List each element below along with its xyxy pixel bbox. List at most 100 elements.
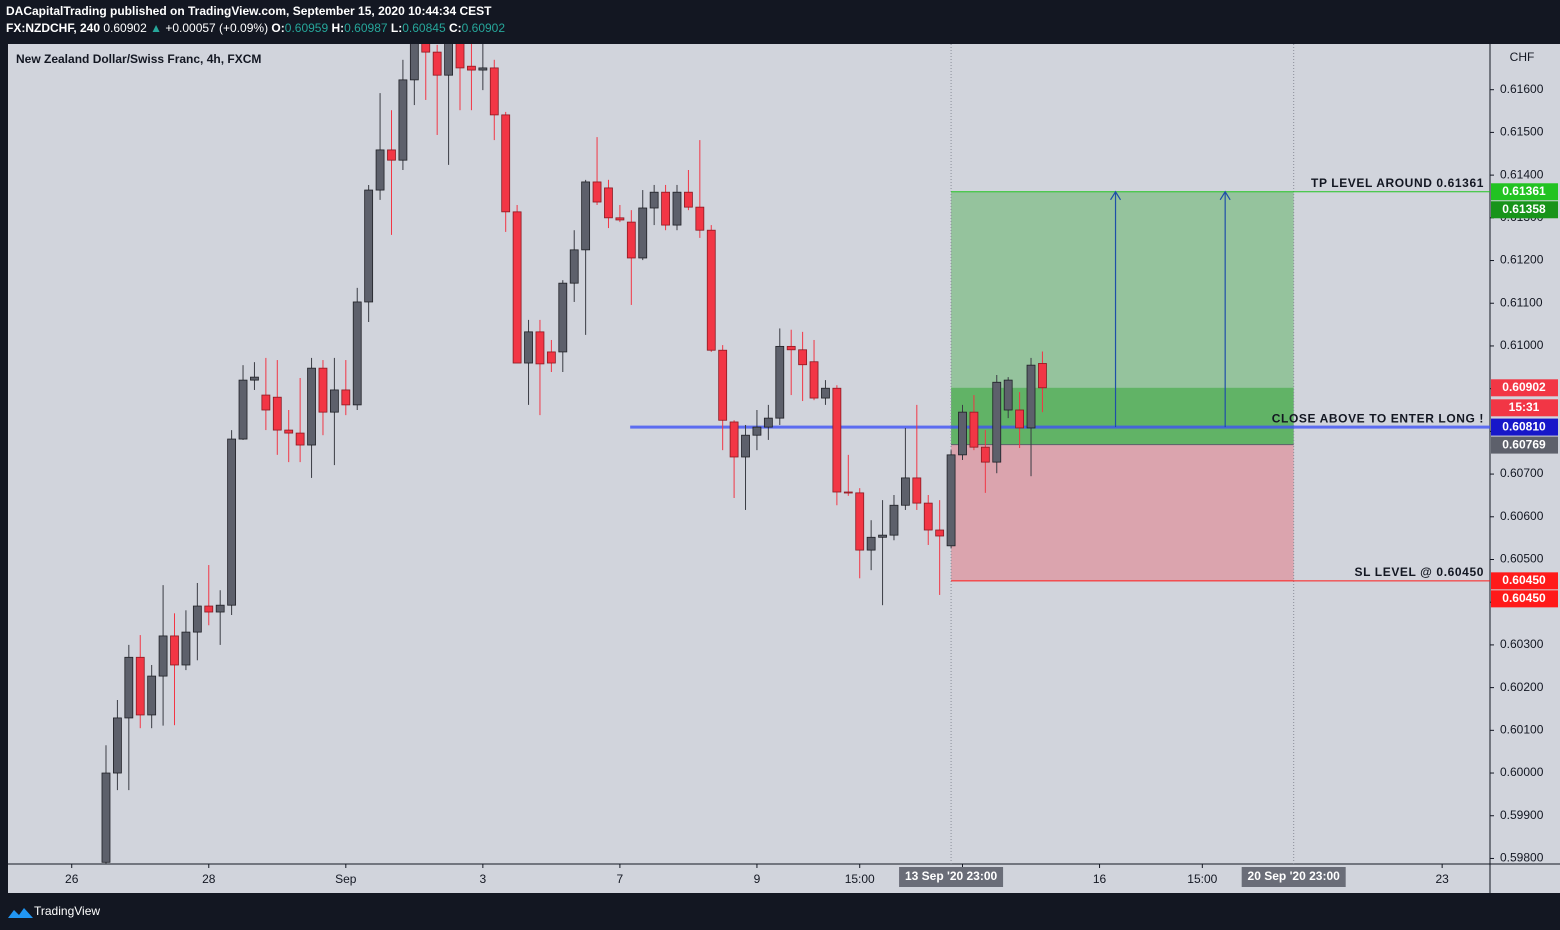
price-label: 0.61358 bbox=[1502, 202, 1546, 216]
x-tick-label: 23 bbox=[1435, 872, 1449, 886]
y-tick-label: 0.60300 bbox=[1500, 637, 1544, 651]
candle-body bbox=[135, 656, 145, 716]
candle-body bbox=[706, 229, 716, 351]
l-value: 0.60845 bbox=[402, 21, 446, 35]
candle-body bbox=[649, 191, 659, 209]
candle-body bbox=[421, 44, 431, 53]
price-label-box bbox=[1491, 418, 1558, 436]
candle-body bbox=[752, 426, 762, 436]
candle-body bbox=[181, 631, 191, 666]
candle-body bbox=[375, 149, 385, 191]
y-tick-label: 0.61000 bbox=[1500, 338, 1544, 352]
x-tick-label: 3 bbox=[480, 872, 487, 886]
candle-body bbox=[329, 389, 339, 413]
candle-body bbox=[980, 446, 990, 463]
candle-body bbox=[958, 411, 967, 456]
x-tick-label: 15:00 bbox=[1187, 872, 1217, 886]
y-tick-label: 0.59900 bbox=[1500, 808, 1544, 822]
price-label: 0.60769 bbox=[1502, 437, 1546, 451]
candle-body bbox=[809, 361, 819, 399]
candle-body bbox=[192, 605, 202, 633]
time-label-box bbox=[899, 867, 1004, 887]
y-tick-label: 0.59800 bbox=[1500, 851, 1544, 865]
candle-body bbox=[1026, 364, 1036, 429]
x-tick-label: 16 bbox=[1093, 872, 1107, 886]
l-label: L: bbox=[391, 21, 402, 35]
candle-body bbox=[250, 376, 259, 381]
candle-body bbox=[592, 181, 602, 203]
candle-body bbox=[855, 492, 865, 551]
candle-body bbox=[878, 534, 887, 538]
candle-body bbox=[935, 529, 945, 537]
candle-body bbox=[501, 114, 511, 213]
last: 0.60902 bbox=[103, 21, 147, 35]
x-tick-label: 9 bbox=[754, 872, 761, 886]
candle-body bbox=[284, 429, 294, 434]
candle-body bbox=[272, 396, 282, 431]
y-tick-label: 0.61400 bbox=[1500, 167, 1544, 181]
candle-body bbox=[524, 331, 533, 364]
annotation: CLOSE ABOVE TO ENTER LONG ! bbox=[1272, 411, 1484, 425]
candle-body bbox=[763, 417, 773, 428]
candle-body bbox=[535, 331, 545, 365]
candle-body bbox=[684, 191, 693, 208]
time-label: 13 Sep '20 23:00 bbox=[905, 869, 998, 883]
x-tick-label: 28 bbox=[202, 872, 216, 886]
candle-body bbox=[866, 536, 876, 551]
price-label-box bbox=[1491, 436, 1558, 454]
candle-body bbox=[204, 605, 214, 613]
price-label-box bbox=[1491, 379, 1558, 397]
plot bbox=[101, 44, 1490, 864]
arrow bbox=[1110, 190, 1122, 428]
candle-body bbox=[672, 191, 682, 226]
candle-body bbox=[398, 79, 408, 161]
candle-body bbox=[512, 211, 522, 364]
candle-body bbox=[969, 411, 979, 448]
candle-body bbox=[478, 67, 488, 71]
time-label: 20 Sep '20 23:00 bbox=[1248, 869, 1341, 883]
candle-body bbox=[843, 491, 853, 494]
candle-body bbox=[638, 207, 648, 259]
y-tick-label: 0.61100 bbox=[1500, 295, 1543, 309]
candle-body bbox=[581, 181, 591, 251]
candle-body bbox=[786, 345, 796, 351]
candle-body bbox=[1038, 363, 1047, 389]
candle-body bbox=[798, 349, 808, 366]
x-tick-label: 7 bbox=[617, 872, 624, 886]
candle-body bbox=[352, 301, 362, 406]
candle-body bbox=[387, 149, 396, 161]
annotation: SL LEVEL @ 0.60450 bbox=[1355, 565, 1484, 579]
candle-body bbox=[821, 387, 830, 399]
y-tick-label: 0.60600 bbox=[1500, 509, 1544, 523]
o-label: O: bbox=[271, 21, 284, 35]
level-line bbox=[630, 425, 1490, 429]
chart-bg bbox=[8, 44, 1560, 893]
symbol: FX:NZDCHF, 240 bbox=[6, 21, 100, 35]
x-tick-label: 26 bbox=[65, 872, 79, 886]
y-tick-label: 0.61600 bbox=[1500, 82, 1544, 96]
y-tick-label: 0.61200 bbox=[1500, 253, 1544, 267]
candle-body bbox=[946, 454, 956, 547]
price-label: 0.60450 bbox=[1502, 591, 1546, 605]
candle-body bbox=[147, 675, 157, 716]
price-label-box bbox=[1491, 183, 1558, 201]
open-profit bbox=[951, 387, 1294, 445]
countdown: 15:31 bbox=[1509, 400, 1540, 414]
candle-body bbox=[661, 191, 670, 226]
price-label-box bbox=[1491, 590, 1558, 608]
candle-body bbox=[158, 635, 168, 677]
y-tick-label: 0.60700 bbox=[1500, 466, 1544, 480]
price-label: 0.60450 bbox=[1502, 573, 1546, 587]
candle-body bbox=[261, 394, 271, 411]
candle-body bbox=[569, 249, 579, 284]
annotation: TP LEVEL AROUND 0.61361 bbox=[1311, 176, 1484, 190]
countdown-box bbox=[1491, 399, 1558, 417]
symbol-line: FX:NZDCHF, 240 0.60902 ▲ +0.00057 (+0.09… bbox=[6, 21, 505, 35]
price-label-box bbox=[1491, 572, 1558, 590]
axes: 0.616000.615000.614000.613000.612000.611… bbox=[65, 82, 1558, 887]
candle-body bbox=[455, 44, 465, 69]
candle-body bbox=[992, 381, 1002, 463]
loss-zone bbox=[951, 444, 1294, 581]
candle-body bbox=[318, 367, 328, 413]
